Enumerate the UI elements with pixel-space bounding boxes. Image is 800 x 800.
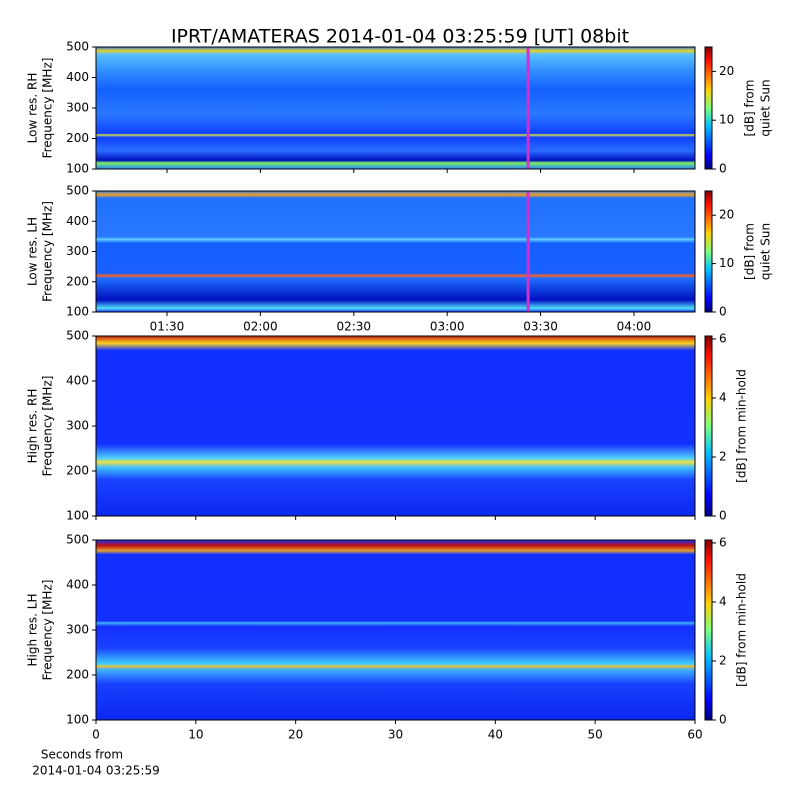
x-tick-label: 10 xyxy=(188,728,203,742)
y-tick-label: 400 xyxy=(66,374,89,388)
title: IPRT/AMATERAS 2014-01-04 03:25:59 [UT] 0… xyxy=(171,26,629,48)
y-axis-label: Frequency [MHz] xyxy=(41,580,55,681)
y-tick-label: 400 xyxy=(66,578,89,592)
colorbar-tick-label: 0 xyxy=(719,162,727,176)
x-tick-label: 02:30 xyxy=(336,320,371,334)
spectrogram xyxy=(96,336,695,516)
colorbar-tick-label: 2 xyxy=(719,449,727,463)
spectrogram xyxy=(96,540,695,720)
y-tick-label: 400 xyxy=(66,214,89,228)
x-axis-label: Seconds from xyxy=(41,748,123,762)
colorbar xyxy=(704,539,713,721)
colorbar-label: [dB] from min-hold xyxy=(735,573,749,687)
y-tick-label: 300 xyxy=(66,101,89,115)
colorbar-tick-label: 10 xyxy=(719,256,734,270)
y-tick-label: 200 xyxy=(66,131,89,145)
y-tick-label: 300 xyxy=(66,623,89,637)
colorbar-label: quiet Sun xyxy=(759,79,773,136)
spectrogram xyxy=(96,191,695,312)
colorbar xyxy=(704,190,713,313)
y-tick-label: 100 xyxy=(66,713,89,727)
y-axis-label: Frequency [MHz] xyxy=(41,376,55,477)
spectrogram xyxy=(96,47,695,169)
x-tick-label: 20 xyxy=(288,728,303,742)
colorbar-tick-label: 20 xyxy=(719,208,734,222)
x-tick-label: 30 xyxy=(388,728,403,742)
x-tick-label: 04:00 xyxy=(617,320,652,334)
x-tick-label: 03:30 xyxy=(523,320,558,334)
x-tick-label: 03:00 xyxy=(430,320,465,334)
colorbar xyxy=(704,335,713,517)
colorbar-tick-label: 10 xyxy=(719,113,734,127)
x-tick-label: 40 xyxy=(488,728,503,742)
colorbar-label: quiet Sun xyxy=(759,223,773,280)
y-tick-label: 200 xyxy=(66,464,89,478)
y-tick-label: 500 xyxy=(66,329,89,343)
y-tick-label: 200 xyxy=(66,274,89,288)
colorbar-tick-label: 2 xyxy=(719,653,727,667)
y-tick-label: 500 xyxy=(66,40,89,54)
y-axis-label: Frequency [MHz] xyxy=(41,201,55,302)
y-tick-label: 100 xyxy=(66,305,89,319)
y-tick-label: 300 xyxy=(66,419,89,433)
colorbar-tick-label: 0 xyxy=(719,305,727,319)
colorbar xyxy=(704,46,713,170)
y-axis-label: Frequency [MHz] xyxy=(41,58,55,159)
y-axis-label: Low res. LH xyxy=(26,217,40,286)
x-tick-label: 0 xyxy=(92,728,100,742)
x-tick-label: 01:30 xyxy=(150,320,185,334)
colorbar-tick-label: 4 xyxy=(719,390,727,404)
colorbar-tick-label: 0 xyxy=(719,713,727,727)
y-axis-label: High res. RH xyxy=(26,389,40,464)
colorbar-tick-label: 0 xyxy=(719,509,727,523)
x-tick-label: 02:00 xyxy=(243,320,278,334)
colorbar-tick-label: 6 xyxy=(719,331,727,345)
colorbar-label: [dB] from xyxy=(743,223,757,280)
y-tick-label: 100 xyxy=(66,509,89,523)
x-tick-label: 50 xyxy=(588,728,603,742)
x-axis-label: 2014-01-04 03:25:59 xyxy=(32,764,159,778)
y-tick-label: 200 xyxy=(66,668,89,682)
y-axis-label: High res. LH xyxy=(26,593,40,666)
y-tick-label: 300 xyxy=(66,244,89,258)
y-tick-label: 500 xyxy=(66,533,89,547)
y-tick-label: 500 xyxy=(66,184,89,198)
colorbar-label: [dB] from xyxy=(743,80,757,137)
y-axis-label: Low res. RH xyxy=(26,73,40,144)
y-tick-label: 400 xyxy=(66,70,89,84)
colorbar-tick-label: 20 xyxy=(719,64,734,78)
x-tick-label: 60 xyxy=(687,728,702,742)
colorbar-tick-label: 4 xyxy=(719,594,727,608)
y-tick-label: 100 xyxy=(66,162,89,176)
colorbar-label: [dB] from min-hold xyxy=(735,369,749,483)
colorbar-tick-label: 6 xyxy=(719,535,727,549)
